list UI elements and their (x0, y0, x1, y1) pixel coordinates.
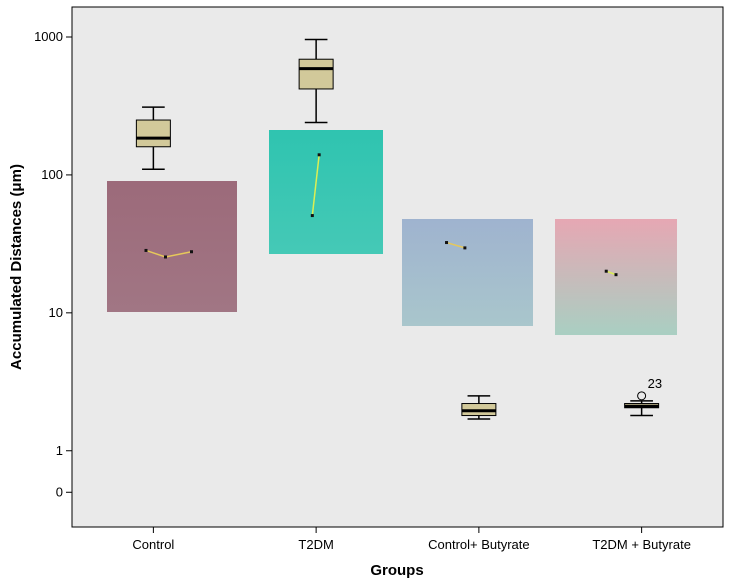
outlier-point (637, 391, 647, 401)
track-point (614, 273, 618, 277)
x-tick-label: T2DM + Butyrate (592, 537, 691, 552)
y-tick-label: 0 (56, 484, 63, 499)
track-point (604, 269, 608, 273)
y-axis-title: Accumulated Distances (μm) (8, 164, 25, 370)
x-tick-label: Control (132, 537, 174, 552)
micrograph-inset (269, 130, 383, 254)
cell-track-line (446, 241, 466, 249)
box-iqr (135, 119, 171, 148)
y-tick-label: 10 (49, 305, 63, 320)
x-axis-title: Groups (370, 562, 423, 579)
track-point (164, 255, 167, 259)
micrograph-inset (402, 219, 533, 326)
track-point (463, 246, 467, 250)
micrograph-inset (107, 181, 237, 312)
cell-track-line (311, 154, 320, 216)
outlier-label: 23 (648, 376, 662, 391)
track-point (190, 250, 193, 254)
x-axis: Control T2DM Control+ Butyrate T2DM + Butyr… (132, 527, 691, 552)
box-iqr (298, 58, 334, 90)
outlier-group: 23 (637, 376, 662, 401)
x-tick-label: Control+ Butyrate (428, 537, 530, 552)
y-tick-label: 1 (56, 443, 63, 458)
track-point (445, 241, 449, 245)
y-tick-label: 100 (41, 167, 63, 182)
inset-images (107, 130, 677, 335)
box-group (135, 38, 660, 420)
track-point (317, 153, 321, 157)
cell-track-line (605, 270, 617, 276)
track-point (310, 214, 314, 218)
micrograph-inset (555, 219, 677, 335)
y-axis: 0 1 10 100 1000 (34, 29, 72, 499)
track-point (144, 248, 148, 252)
y-tick-label: 1000 (34, 29, 63, 44)
x-tick-label: T2DM (298, 537, 333, 552)
